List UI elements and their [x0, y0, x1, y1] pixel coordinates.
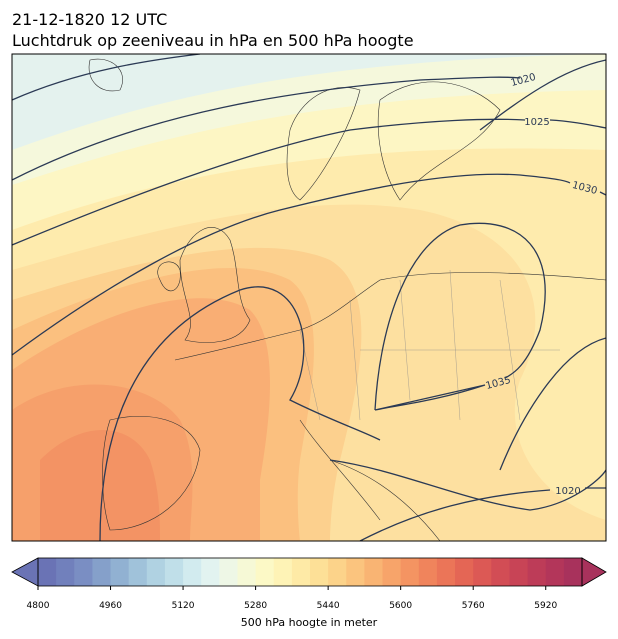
colorbar-cell [382, 558, 402, 586]
colorbar-tick-label: 5920 [534, 601, 557, 611]
colorbar-cell [38, 558, 57, 586]
colorbar-cell [310, 558, 329, 586]
isobar-label: 1025 [524, 117, 549, 128]
colorbar-tick-label: 5120 [172, 601, 195, 611]
colorbar-cell [74, 558, 93, 586]
colorbar-cell [255, 558, 275, 586]
colorbar-cell [219, 558, 238, 586]
colorbar-cell [183, 558, 202, 586]
colorbar-extend-high [581, 557, 607, 587]
colorbar-cell [563, 558, 583, 586]
colorbar-cell [400, 558, 420, 586]
colorbar-cell [473, 558, 492, 586]
colorbar-cell [110, 558, 130, 586]
colorbar-cell [364, 558, 384, 586]
colorbar-cell [545, 558, 565, 586]
colorbar-cell [237, 558, 257, 586]
colorbar-cell [418, 558, 438, 586]
colorbar-tick-label: 4800 [27, 601, 50, 611]
colorbar: 4800 4960 5120 5280 5440 5600 5760 5920 [11, 557, 607, 611]
colorbar-cell [56, 558, 75, 586]
colorbar-cell [436, 558, 456, 586]
colorbar-cell [164, 558, 184, 586]
colorbar-frame [37, 557, 583, 587]
colorbar-cell [146, 558, 166, 586]
colorbar-tick-label: 5760 [462, 601, 485, 611]
colorbar-extend-low [11, 557, 39, 587]
colorbar-tick-label: 5440 [317, 601, 340, 611]
colorbar-cell [328, 558, 347, 586]
isobar-label: 1020 [555, 486, 580, 497]
map-frame [11, 53, 607, 542]
colorbar-cell [201, 558, 220, 586]
map-title: Luchtdruk op zeeniveau in hPa en 500 hPa… [12, 31, 414, 50]
colorbar-tick-label: 5280 [244, 601, 267, 611]
colorbar-cell [273, 558, 293, 586]
colorbar-cell [92, 558, 112, 586]
colorbar-cell [455, 558, 474, 586]
map-date: 21-12-1820 12 UTC [12, 10, 167, 29]
colorbar-cell [509, 558, 529, 586]
colorbar-cell [491, 558, 510, 586]
colorbar-cell [291, 558, 311, 586]
colorbar-label: 500 hPa hoogte in meter [241, 616, 378, 629]
colorbar-cell [128, 558, 148, 586]
colorbar-cell [527, 558, 547, 586]
colorbar-tick-label: 5600 [389, 601, 412, 611]
colorbar-tick-label: 4960 [99, 601, 122, 611]
colorbar-cell [346, 558, 365, 586]
